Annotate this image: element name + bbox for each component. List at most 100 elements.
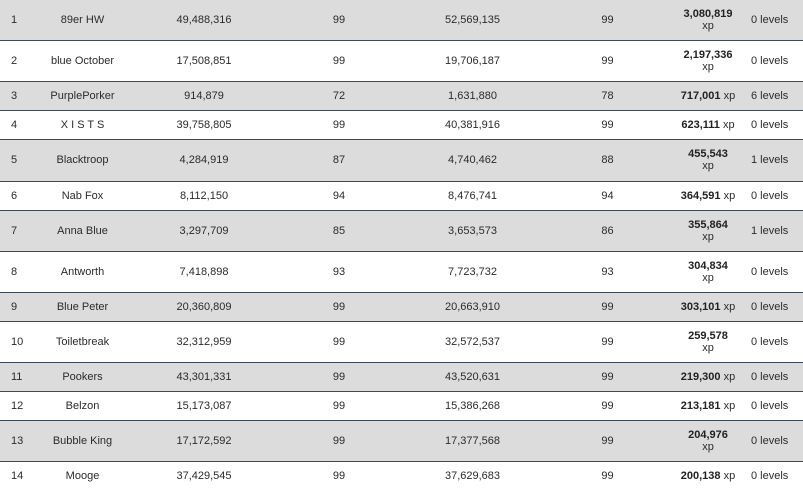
xp-gain-value: 717,001 [680, 89, 721, 102]
xp-gain-value: 355,864 [688, 218, 728, 231]
level-end-cell: 99 [601, 335, 614, 348]
xp-gain-cell: 2,197,336 xp [665, 40, 751, 81]
xp-end-cell: 52,569,135 [444, 13, 501, 26]
xp-gain-value: 204,976 [688, 428, 728, 441]
table-row[interactable]: 12 Belzon 15,173,087 99 15,386,268 99 21… [0, 391, 803, 420]
xp-gain-cell: 219,300 xp [665, 362, 751, 391]
player-name[interactable]: Pookers [62, 370, 103, 383]
levels-gained-cell: 0 levels [751, 370, 789, 383]
level-end-cell: 99 [601, 370, 614, 383]
xp-end-cell: 40,381,916 [444, 118, 501, 131]
xp-gain-cell: 304,834 xp [665, 251, 751, 292]
level-end-cell: 86 [601, 224, 614, 237]
rank-cell: 11 [11, 370, 23, 383]
xp-start-cell: 17,508,851 [176, 54, 232, 67]
table-row[interactable]: 10 Toiletbreak 32,312,959 99 32,572,537 … [0, 321, 803, 362]
player-name[interactable]: X I S T S [60, 118, 105, 131]
table-row[interactable]: 4 X I S T S 39,758,805 99 40,381,916 99 … [0, 110, 803, 139]
level-start-cell: 87 [332, 154, 346, 166]
level-start-cell: 99 [332, 54, 346, 67]
level-start-cell: 85 [332, 224, 346, 237]
table-row[interactable]: 6 Nab Fox 8,112,150 94 8,476,741 94 364,… [0, 181, 803, 210]
rank-cell: 12 [11, 399, 24, 412]
level-start-cell: 99 [332, 13, 346, 26]
table-row[interactable]: 5 Blacktroop 4,284,919 87 4,740,462 88 4… [0, 139, 803, 181]
rank-cell: 14 [11, 469, 24, 482]
table-row[interactable]: 1 89er HW 49,488,316 99 52,569,135 99 3,… [0, 0, 803, 40]
table-row[interactable]: 9 Blue Peter 20,360,809 99 20,663,910 99… [0, 292, 803, 321]
xp-gain-value: 303,101 [680, 300, 721, 313]
player-name[interactable]: Toiletbreak [55, 335, 110, 348]
xp-end-cell: 8,476,741 [448, 189, 497, 202]
rank-cell: 1 [11, 13, 18, 26]
level-end-cell: 99 [601, 469, 614, 482]
xp-gain-cell: 455,543 xp [665, 139, 751, 181]
level-start-cell: 72 [332, 89, 346, 102]
xp-unit: xp [723, 399, 736, 412]
level-end-cell: 99 [601, 54, 614, 67]
level-start-cell: 99 [332, 399, 346, 412]
table-row[interactable]: 13 Bubble King 17,172,592 99 17,377,568 … [0, 420, 803, 461]
level-end-cell: 99 [601, 300, 614, 313]
rank-cell: 7 [11, 224, 18, 237]
xp-end-cell: 15,386,268 [444, 399, 501, 412]
rank-cell: 2 [11, 54, 18, 67]
levels-gained-cell: 0 levels [751, 189, 789, 202]
xp-gain-cell: 3,080,819 xp [665, 0, 751, 40]
xp-gain-cell: 623,111 xp [665, 110, 751, 139]
xp-end-cell: 7,723,732 [448, 265, 497, 278]
xp-start-cell: 4,284,919 [179, 154, 229, 166]
table-row[interactable]: 11 Pookers 43,301,331 99 43,520,631 99 2… [0, 362, 803, 391]
xp-gain-value: 455,543 [688, 148, 728, 160]
xp-start-cell: 20,360,809 [176, 300, 232, 313]
table-row[interactable]: 8 Antworth 7,418,898 93 7,723,732 93 304… [0, 251, 803, 292]
level-start-cell: 99 [332, 434, 346, 447]
xp-gain-value: 2,197,336 [683, 48, 733, 61]
table-row[interactable]: 2 blue October 17,508,851 99 19,706,187 … [0, 40, 803, 81]
levels-gained-cell: 0 levels [751, 300, 789, 313]
xp-start-cell: 43,301,331 [176, 370, 232, 383]
xp-unit: xp [723, 469, 736, 482]
xp-gain-value: 364,591 [680, 189, 721, 202]
player-name[interactable]: Bubble King [52, 434, 113, 447]
player-name[interactable]: Nab Fox [61, 189, 104, 202]
xp-unit: xp [702, 271, 714, 284]
level-start-cell: 99 [332, 370, 346, 383]
player-name[interactable]: 89er HW [60, 13, 105, 26]
level-start-cell: 93 [332, 265, 346, 278]
xp-start-cell: 39,758,805 [176, 118, 232, 131]
xp-gain-value: 219,300 [680, 370, 721, 383]
xp-start-cell: 32,312,959 [176, 335, 232, 348]
xp-unit: xp [723, 300, 736, 313]
player-name[interactable]: Belzon [65, 399, 100, 412]
level-start-cell: 99 [332, 300, 346, 313]
table-row[interactable]: 7 Anna Blue 3,297,709 85 3,653,573 86 35… [0, 210, 803, 251]
level-end-cell: 88 [601, 154, 614, 166]
table-row[interactable]: 14 Mooge 37,429,545 99 37,629,683 99 200… [0, 461, 803, 490]
level-start-cell: 94 [332, 189, 346, 202]
player-name[interactable]: Blacktroop [56, 154, 109, 166]
player-name[interactable]: Anna Blue [57, 224, 108, 237]
level-start-cell: 99 [332, 335, 346, 348]
xp-unit: xp [702, 19, 714, 32]
xp-unit: xp [702, 230, 714, 243]
xp-gain-cell: 204,976 xp [665, 420, 751, 461]
levels-gained-cell: 0 levels [751, 469, 789, 482]
xp-unit: xp [723, 118, 735, 131]
player-name[interactable]: Mooge [65, 469, 100, 482]
xp-gain-cell: 355,864 xp [665, 210, 751, 251]
player-name[interactable]: PurplePorker [50, 89, 115, 102]
xp-start-cell: 15,173,087 [176, 399, 232, 412]
player-name[interactable]: blue October [51, 54, 114, 67]
xp-end-cell: 17,377,568 [444, 434, 501, 447]
rank-cell: 5 [11, 154, 18, 166]
levels-gained-cell: 6 levels [751, 89, 789, 102]
xp-gain-value: 200,138 [680, 469, 721, 482]
player-name[interactable]: Antworth [60, 265, 105, 278]
xp-unit: xp [702, 440, 714, 453]
xp-end-cell: 20,663,910 [444, 300, 501, 313]
table-row[interactable]: 3 PurplePorker 914,879 72 1,631,880 78 7… [0, 81, 803, 110]
player-name[interactable]: Blue Peter [56, 300, 109, 313]
xp-unit: xp [723, 89, 736, 102]
level-end-cell: 93 [601, 265, 614, 278]
